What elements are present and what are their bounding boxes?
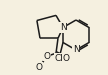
Text: N: N [73,46,79,55]
Text: O: O [44,52,51,61]
Text: Cl: Cl [55,54,63,63]
Text: O: O [63,54,70,63]
Text: N: N [60,23,66,32]
Text: O: O [36,63,43,72]
